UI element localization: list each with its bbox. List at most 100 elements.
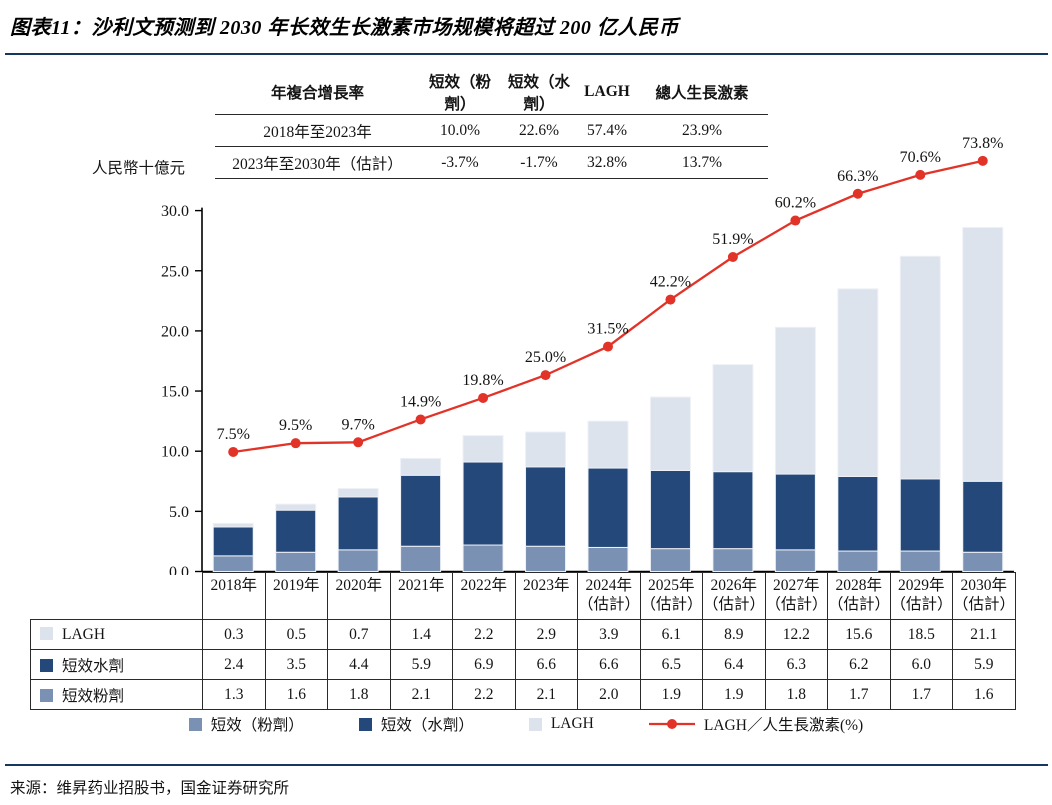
value-cell: 6.0	[889, 649, 953, 680]
bar-segment-powder	[462, 544, 504, 572]
line-point-label: 14.9%	[400, 393, 441, 410]
bar-segment-lagh	[837, 288, 879, 477]
x-axis-label: 2028年 （估計）	[827, 572, 891, 620]
legend-label: 短效（粉劑）	[210, 717, 304, 734]
bar-segment-water	[962, 480, 1004, 553]
bar-segment-water	[587, 467, 629, 548]
value-cell: 6.6	[577, 649, 641, 680]
powder-legend-swatch-icon	[188, 717, 202, 731]
line-point	[915, 169, 926, 180]
bar-segment-powder	[899, 550, 941, 573]
bar-segment-powder	[837, 550, 879, 573]
series-label-cell: LAGH	[30, 619, 203, 650]
line-point-label: 25.0%	[525, 349, 566, 366]
cagr-header-cell: LAGH	[578, 70, 636, 115]
value-cell: 21.1	[952, 619, 1016, 650]
line-point	[540, 370, 551, 381]
title-rule	[5, 53, 1048, 55]
value-cell: 8.9	[702, 619, 766, 650]
bar-segment-lagh	[899, 255, 941, 480]
cagr-value-cell: -1.7%	[500, 146, 578, 179]
x-axis-label: 2030年 （估計）	[952, 572, 1016, 620]
value-cell: 6.1	[639, 619, 703, 650]
series-label-cell: 短效粉劑	[30, 679, 203, 710]
y-tick-label: 0.0	[169, 564, 189, 575]
value-cell: 2.1	[514, 679, 578, 710]
bar-segment-water	[212, 526, 254, 557]
cagr-table: 年複合增長率 短效（粉劑） 短效（水劑） LAGH 總人生長激素 2018年至2023年 1…	[215, 70, 768, 179]
line-point-label: 7.5%	[217, 426, 250, 443]
line-point	[790, 215, 801, 226]
y-tick-label: 30.0	[161, 203, 189, 220]
bar-segment-lagh	[400, 457, 442, 476]
stacked-bars	[212, 226, 1004, 573]
value-cell: 1.3	[202, 679, 266, 710]
bar-segment-water	[462, 461, 504, 546]
value-cell: 2.4	[202, 649, 266, 680]
corner-cell	[31, 573, 203, 620]
legend-item-lagh: LAGH	[528, 715, 594, 733]
cagr-header-cell: 年複合增長率	[215, 70, 420, 115]
lagh-swatch-icon	[40, 626, 53, 640]
bar-segment-lagh	[962, 226, 1004, 482]
legend: 短效（粉劑） 短效（水劑） LAGH LAGH／人生長激素(%)	[0, 708, 1052, 740]
value-cell: 5.9	[952, 649, 1016, 680]
value-cell: 15.6	[827, 619, 891, 650]
x-axis-label: 2025年 （估計）	[639, 572, 703, 620]
value-cell: 1.4	[389, 619, 453, 650]
cagr-header-cell: 短效（粉劑）	[420, 70, 500, 115]
bar-segment-water	[337, 496, 379, 551]
source-rule	[5, 764, 1048, 766]
data-table: 2018年 2019年 2020年 2021年 2022年 2023年 2024年 （估計） 2…	[30, 572, 1016, 710]
value-cell: 12.2	[764, 619, 828, 650]
bar-segment-powder	[275, 551, 317, 573]
bar-segment-powder	[525, 545, 567, 572]
value-cell: 2.2	[452, 619, 516, 650]
value-cell: 6.5	[639, 649, 703, 680]
bar-segment-water	[275, 509, 317, 553]
line-point-label: 73.8%	[962, 135, 1003, 152]
x-axis-label: 2018年	[202, 572, 266, 620]
value-cell: 0.7	[327, 619, 391, 650]
line-point-label: 9.5%	[279, 417, 312, 434]
bar-segment-powder	[337, 549, 379, 573]
bar-segment-powder	[587, 546, 629, 573]
line-point-label: 51.9%	[712, 231, 753, 248]
legend-label: LAGH／人生長激素(%)	[703, 717, 864, 734]
lagh-legend-swatch-icon	[528, 717, 542, 731]
bar-segment-water	[712, 471, 754, 550]
line-point	[353, 437, 364, 448]
cagr-value-cell: -3.7%	[420, 146, 500, 179]
table-row-lagh: LAGH 0.3 0.5 0.7 1.4 2.2 2.9 3.9 6.1 8.9 12.2 15.6 1…	[30, 619, 1016, 650]
y-tick-label: 5.0	[169, 504, 189, 521]
value-cell: 6.9	[452, 649, 516, 680]
x-axis-label: 2022年	[452, 572, 516, 620]
bar-segment-water	[400, 474, 442, 547]
line-point-label: 31.5%	[587, 321, 628, 338]
line-point	[665, 294, 676, 305]
line-dot-legend-icon	[648, 719, 695, 729]
cagr-value-cell: 10.0%	[420, 114, 500, 147]
legend-item-water: 短效（水劑）	[358, 713, 474, 735]
x-axis-label: 2020年	[327, 572, 391, 620]
bar-segment-powder	[649, 548, 691, 573]
x-axis-label: 2023年	[514, 572, 578, 620]
water-swatch-icon	[40, 658, 53, 672]
y-tick-label: 20.0	[161, 323, 189, 340]
x-axis-label: 2021年	[389, 572, 453, 620]
bar-segment-lagh	[212, 522, 254, 528]
y-tick-label: 10.0	[161, 444, 189, 461]
bar-segment-lagh	[774, 326, 816, 475]
value-cell: 1.9	[702, 679, 766, 710]
bar-segment-powder	[962, 551, 1004, 573]
line-point-label: 70.6%	[900, 149, 941, 166]
x-axis-label: 2024年 （估計）	[577, 572, 641, 620]
cagr-header-cell: 總人生長激素	[636, 70, 768, 115]
bar-segment-lagh	[525, 431, 567, 468]
cagr-row-label: 2018年至2023年	[215, 114, 420, 147]
bar-segment-water	[525, 466, 567, 547]
x-axis-label: 2026年 （估計）	[702, 572, 766, 620]
cagr-header-cell: 短效（水劑）	[500, 70, 578, 115]
value-cell: 1.6	[264, 679, 328, 710]
value-cell: 6.4	[702, 649, 766, 680]
